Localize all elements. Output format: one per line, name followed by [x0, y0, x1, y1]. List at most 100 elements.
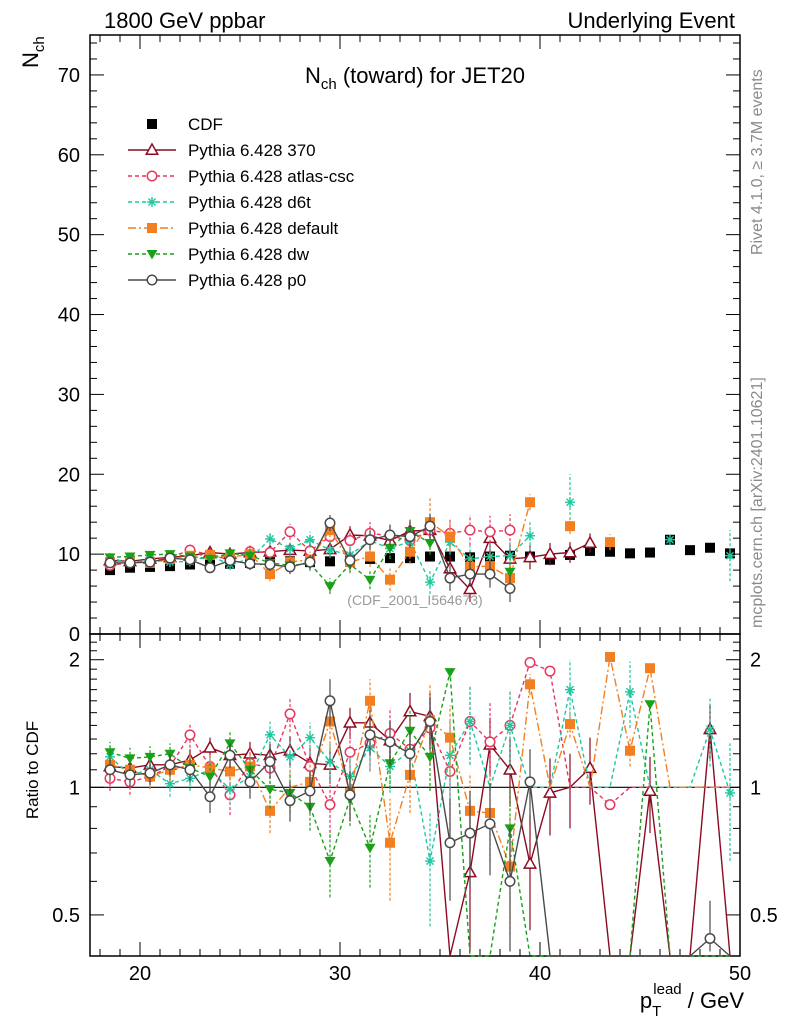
data-point — [605, 537, 615, 548]
data-point — [425, 551, 435, 562]
ratio-point — [524, 776, 536, 788]
series-cdf — [105, 534, 735, 576]
side-rivet: Rivet 4.1.0, ≥ 3.7M events — [749, 69, 766, 255]
data-point — [285, 543, 295, 554]
main-ticks: 0 10 20 30 40 50 60 70 — [58, 35, 741, 646]
ratio-point — [324, 799, 336, 811]
ratio-point — [464, 827, 476, 839]
ratio-point — [384, 736, 396, 748]
legend-label: Pythia 6.428 default — [188, 219, 339, 238]
ratio-line — [109, 689, 731, 862]
legend-marker — [147, 119, 157, 129]
data-point — [464, 568, 476, 580]
legend-label: Pythia 6.428 dw — [188, 245, 310, 264]
data-point — [424, 538, 436, 549]
y-tick-label-right: 2 — [750, 650, 761, 672]
ratio-point — [505, 720, 515, 731]
data-point — [364, 534, 376, 546]
y-tick-label: 10 — [58, 544, 80, 566]
ratio-point — [604, 799, 616, 811]
data-point — [264, 547, 276, 559]
data-point — [462, 581, 478, 595]
main-series — [102, 474, 735, 603]
ratio-point — [704, 932, 716, 944]
ratio-point — [465, 716, 475, 727]
data-point — [562, 545, 578, 558]
y-tick-label: 30 — [58, 384, 80, 406]
ratio-point — [542, 785, 558, 798]
ratio-point — [484, 736, 496, 748]
data-point — [404, 531, 416, 543]
data-point — [325, 545, 335, 556]
x-tick-label: 30 — [329, 963, 351, 985]
y-tick-label: 20 — [58, 464, 80, 486]
data-point — [464, 524, 476, 536]
legend-entry-pythia-6-428-d6t: Pythia 6.428 d6t — [128, 193, 311, 212]
data-point — [444, 572, 456, 584]
y-tick-label: 1 — [69, 777, 80, 799]
ratio-point — [522, 856, 538, 869]
data-point — [565, 521, 575, 532]
legend-label: Pythia 6.428 d6t — [188, 193, 311, 212]
data-point — [305, 534, 315, 545]
data-point — [204, 562, 216, 574]
data-point — [344, 555, 356, 567]
y-tick-label-right: 1 — [750, 777, 761, 799]
ratio-point — [565, 684, 575, 695]
ratio-point — [444, 668, 456, 678]
data-point — [525, 497, 535, 508]
data-point — [384, 529, 396, 541]
ratio-point — [285, 751, 295, 762]
ratio-point — [725, 787, 735, 798]
ratio-series-pythia-6-428-p0 — [104, 679, 731, 957]
data-point — [484, 526, 496, 538]
data-point — [525, 530, 535, 541]
ratio-point — [225, 766, 235, 777]
ratio-line — [109, 710, 731, 957]
ratio-point — [204, 791, 216, 803]
ratio-series-pythia-6-428-dw — [104, 668, 730, 957]
data-point — [522, 549, 538, 563]
series-line — [110, 536, 730, 582]
ratio-point — [265, 805, 275, 816]
ratio-series-pythia-6-428-atlas-csc — [104, 657, 730, 838]
data-point — [284, 561, 296, 573]
ratio-point — [565, 719, 575, 730]
data-point — [124, 552, 136, 563]
ratio-point — [202, 740, 218, 753]
ratio-point — [424, 752, 436, 763]
ratio-point — [284, 795, 296, 807]
data-point — [542, 546, 558, 560]
data-point — [565, 497, 575, 508]
data-point — [425, 577, 435, 588]
y-tick-label: 0.5 — [52, 905, 80, 927]
legend-entry-pythia-6-428-p0: Pythia 6.428 p0 — [128, 271, 306, 290]
series-pythia-6-428-p0 — [104, 514, 516, 603]
ratio-point — [402, 703, 418, 717]
legend-marker — [146, 274, 158, 286]
ratio-line — [109, 671, 730, 957]
data-point — [325, 556, 335, 567]
legend-label: Pythia 6.428 atlas-csc — [188, 167, 355, 186]
ratio-point — [364, 843, 376, 854]
ratio-point — [224, 749, 236, 761]
data-point — [284, 526, 296, 538]
x-tick-label: 50 — [729, 963, 751, 985]
data-point — [224, 549, 236, 559]
watermark: (CDF_2001_I564673) — [347, 592, 482, 608]
y-tick-label: 0 — [69, 624, 80, 646]
legend-label: CDF — [188, 115, 223, 134]
ratio-point — [164, 759, 176, 771]
data-point — [582, 535, 598, 548]
data-point — [244, 551, 256, 562]
data-point — [665, 534, 675, 545]
legend-label: Pythia 6.428 370 — [188, 141, 316, 160]
ratio-point — [644, 700, 656, 710]
ratio-point — [324, 857, 336, 867]
ratio-point — [104, 764, 116, 776]
y-tick-label: 40 — [58, 305, 80, 327]
legend-label: Pythia 6.428 p0 — [188, 271, 306, 290]
data-point — [385, 574, 395, 585]
ratio-point — [264, 756, 276, 768]
ratio-point — [104, 748, 116, 758]
